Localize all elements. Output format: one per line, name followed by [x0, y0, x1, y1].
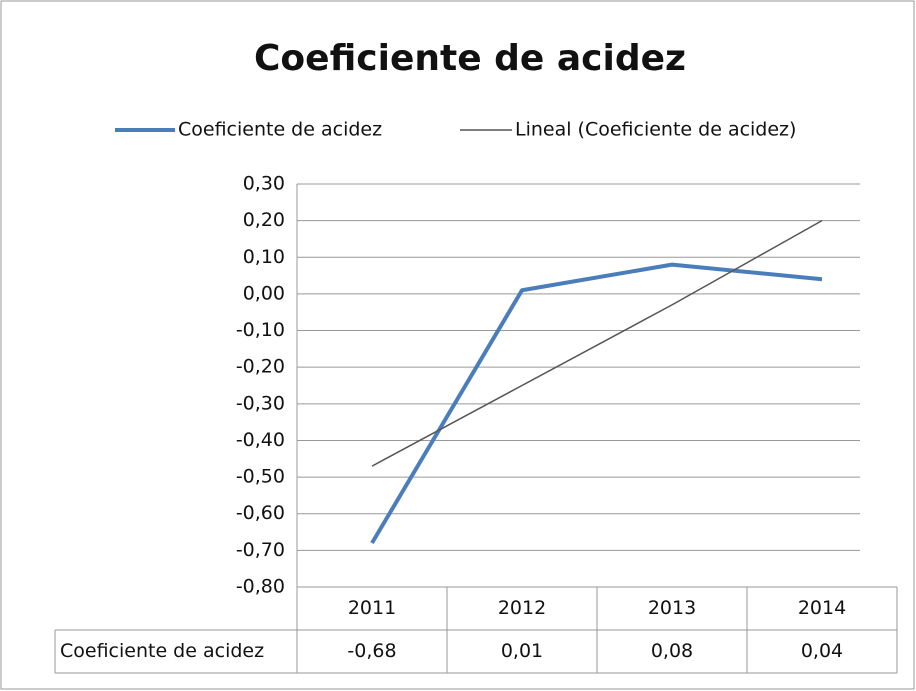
y-tick-label: -0,10 [236, 319, 285, 341]
y-tick-label: -0,40 [236, 429, 285, 451]
x-tick-label: 2014 [798, 597, 846, 619]
y-tick-label: -0,80 [236, 576, 285, 598]
trend-line [371, 219, 823, 467]
table-value: 0,08 [651, 640, 693, 662]
chart-title: Coeficiente de acidez [254, 38, 686, 79]
y-tick-label: 0,30 [243, 173, 285, 195]
y-tick-label: -0,50 [236, 466, 285, 488]
y-tick-label: 0,00 [243, 282, 285, 304]
data-line [370, 262, 823, 545]
y-tick-label: 0,10 [243, 246, 285, 268]
x-tick-label: 2012 [498, 597, 546, 619]
table-value: -0,68 [347, 640, 396, 662]
table-row-label: Coeficiente de acidez [60, 640, 264, 662]
legend-label: Lineal (Coeficiente de acidez) [515, 119, 796, 141]
y-tick-label: -0,30 [236, 392, 285, 414]
x-tick-label: 2011 [348, 597, 396, 619]
table-value: 0,04 [801, 640, 843, 662]
y-tick-label: -0,60 [236, 502, 285, 524]
x-tick-label: 2013 [648, 597, 696, 619]
y-tick-label: -0,70 [236, 539, 285, 561]
y-tick-label: 0,20 [243, 209, 285, 231]
table-value: 0,01 [501, 640, 543, 662]
legend-label: Coeficiente de acidez [178, 119, 382, 141]
y-tick-label: -0,20 [236, 356, 285, 378]
